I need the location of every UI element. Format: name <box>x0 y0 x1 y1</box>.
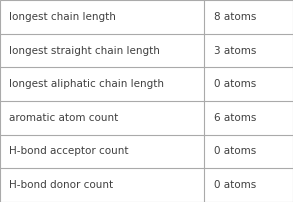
Text: longest straight chain length: longest straight chain length <box>9 45 160 56</box>
Text: longest chain length: longest chain length <box>9 12 116 22</box>
Text: 3 atoms: 3 atoms <box>214 45 256 56</box>
Text: 6 atoms: 6 atoms <box>214 113 256 123</box>
Text: 0 atoms: 0 atoms <box>214 180 256 190</box>
Text: 0 atoms: 0 atoms <box>214 79 256 89</box>
Text: H-bond donor count: H-bond donor count <box>9 180 113 190</box>
Text: 8 atoms: 8 atoms <box>214 12 256 22</box>
Text: aromatic atom count: aromatic atom count <box>9 113 118 123</box>
Text: longest aliphatic chain length: longest aliphatic chain length <box>9 79 164 89</box>
Text: 0 atoms: 0 atoms <box>214 146 256 157</box>
Text: H-bond acceptor count: H-bond acceptor count <box>9 146 128 157</box>
